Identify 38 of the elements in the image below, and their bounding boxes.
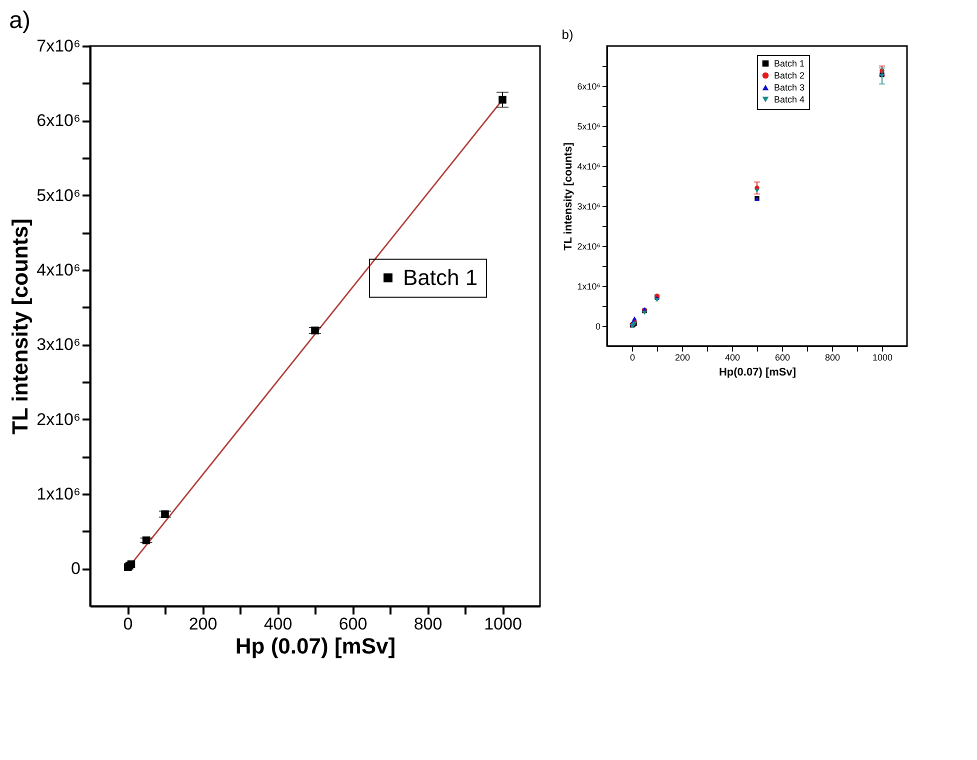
y-tick-label: 1x10⁶	[577, 282, 601, 292]
x-tick-label: 600	[338, 614, 368, 634]
legend-label: Batch 3	[774, 82, 805, 92]
x-axis-title: Hp (0.07) [mSv]	[235, 634, 396, 658]
y-axis-title: TL intensity [counts]	[562, 142, 574, 250]
x-tick-label: 1000	[484, 614, 522, 634]
x-tick-label: 400	[724, 352, 740, 362]
y-tick-label: 5x10⁶	[36, 186, 80, 205]
legend-label: Batch 1	[774, 58, 805, 68]
legend-label: Batch 4	[774, 94, 805, 104]
x-tick-label: 0	[123, 614, 133, 634]
x-tick-label: 800	[414, 614, 442, 634]
y-tick-label: 4x10⁶	[577, 162, 601, 172]
y-tick-label: 4x10⁶	[36, 260, 80, 280]
x-tick-label: 1000	[872, 352, 893, 362]
legend-label: Batch 1	[403, 264, 478, 290]
y-tick-label: 3x10⁶	[577, 202, 601, 212]
y-tick-label: 2x10⁶	[577, 242, 601, 252]
y-tick-label: 1x10⁶	[36, 484, 80, 504]
y-tick-label: 5x10⁶	[577, 122, 601, 132]
chart-title: a)	[9, 7, 30, 34]
x-axis-title: Hp(0.07) [mSv]	[718, 366, 796, 378]
y-tick-label: 0	[595, 322, 600, 332]
chart-title: b)	[562, 27, 574, 42]
y-tick-label: 0	[71, 559, 80, 578]
y-tick-label: 6x10⁶	[577, 82, 601, 92]
x-tick-label: 600	[774, 352, 790, 362]
x-tick-label: 400	[264, 614, 292, 634]
y-tick-label: 7x10⁶	[36, 36, 80, 56]
y-axis-title: TL intensity [counts]	[8, 218, 33, 434]
legend-label: Batch 2	[774, 70, 805, 80]
y-tick-label: 6x10⁶	[36, 111, 80, 130]
x-tick-label: 200	[188, 614, 218, 634]
x-tick-label: 200	[674, 352, 690, 362]
y-tick-label: 3x10⁶	[36, 335, 80, 354]
x-tick-label: 800	[824, 352, 840, 362]
y-tick-label: 2x10⁶	[36, 410, 80, 429]
x-tick-label: 0	[630, 352, 636, 362]
